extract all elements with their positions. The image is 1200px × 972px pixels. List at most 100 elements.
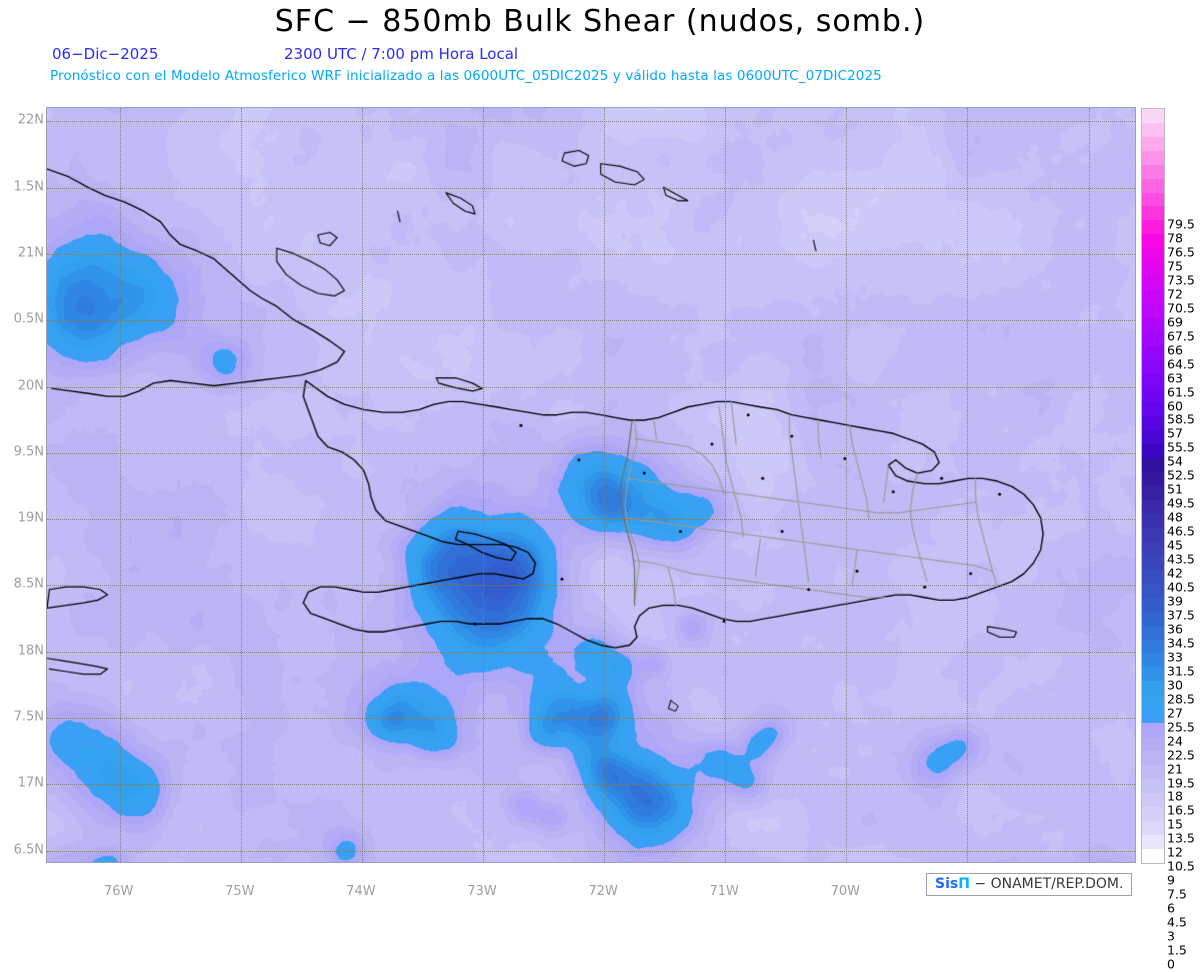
colorbar-swatch [1142, 611, 1164, 626]
latitude-tick-label: 8.5N [13, 576, 44, 592]
latitude-tick-label: 6.5N [13, 842, 44, 858]
colorbar-swatch [1142, 681, 1164, 696]
colorbar-swatch [1142, 821, 1164, 836]
longitude-tick-label: 72W [588, 884, 618, 899]
colorbar-label: 73.5 [1167, 272, 1195, 288]
colorbar-swatch [1142, 527, 1164, 542]
colorbar-swatch [1142, 667, 1164, 682]
attribution-badge: SisΠ − ONAMET/REP.DOM. [926, 873, 1133, 896]
colorbar-swatch [1142, 443, 1164, 458]
page-title: SFC − 850mb Bulk Shear (nudos, somb.) [274, 4, 926, 39]
colorbar-label: 42 [1167, 565, 1183, 581]
latitude-tick-label: 19N [17, 510, 44, 526]
colorbar-label: 40.5 [1167, 579, 1195, 595]
latitude-tick-label: 21N [17, 245, 44, 261]
colorbar-label: 30 [1167, 677, 1183, 693]
colorbar-label: 10.5 [1167, 858, 1195, 874]
colorbar-label: 25.5 [1167, 719, 1195, 735]
colorbar-label: 39 [1167, 593, 1183, 609]
colorbar-label: 61.5 [1167, 384, 1195, 400]
colorbar-swatch [1142, 276, 1164, 291]
latitude-tick-label: 0.5N [13, 311, 44, 327]
colorbar-swatch [1142, 164, 1164, 179]
colorbar-swatch [1142, 388, 1164, 403]
colorbar-label: 34.5 [1167, 635, 1195, 651]
model-description: Pronóstico con el Modelo Atmosferico WRF… [50, 68, 882, 84]
colorbar-swatch [1142, 220, 1164, 235]
longitude-tick-label: 73W [467, 884, 497, 899]
colorbar-swatch [1142, 555, 1164, 570]
colorbar-swatch [1142, 737, 1164, 752]
colorbar-label: 1.5 [1167, 942, 1187, 958]
colorbar-label: 31.5 [1167, 663, 1195, 679]
colorbar-swatch [1142, 513, 1164, 528]
colorbar-label: 63 [1167, 370, 1183, 386]
colorbar-label: 75 [1167, 258, 1183, 274]
colorbar-label: 72 [1167, 286, 1183, 302]
colorbar-label: 49.5 [1167, 495, 1195, 511]
colorbar-label: 18 [1167, 788, 1183, 804]
shear-colorbar [1141, 108, 1165, 864]
colorbar-swatch [1142, 807, 1164, 822]
colorbar-swatch [1142, 318, 1164, 333]
colorbar-swatch [1142, 234, 1164, 249]
colorbar-swatch [1142, 360, 1164, 375]
colorbar-swatch [1142, 723, 1164, 738]
latitude-tick-label: 1.5N [13, 179, 44, 195]
colorbar-label: 19.5 [1167, 775, 1195, 790]
colorbar-label: 3 [1167, 928, 1175, 944]
colorbar-label: 76.5 [1167, 244, 1195, 260]
colorbar-swatch [1142, 709, 1164, 724]
colorbar-label: 7.5 [1167, 886, 1187, 902]
colorbar-swatch [1142, 485, 1164, 500]
longitude-tick-label: 70W [830, 884, 861, 899]
colorbar-label: 69 [1167, 314, 1183, 330]
colorbar-swatch [1142, 751, 1164, 766]
attribution-sis: Sis [935, 876, 959, 892]
colorbar-label: 15 [1167, 816, 1183, 832]
colorbar-label: 13.5 [1167, 830, 1195, 846]
colorbar-label: 16.5 [1167, 802, 1195, 818]
colorbar-swatch [1142, 332, 1164, 347]
colorbar-swatch [1142, 346, 1164, 361]
colorbar-swatch [1142, 653, 1164, 668]
colorbar-label: 67.5 [1167, 328, 1195, 344]
colorbar-label: 12 [1167, 844, 1183, 860]
forecast-time: 2300 UTC / 7:00 pm Hora Local [284, 45, 519, 63]
colorbar-label: 66 [1167, 342, 1183, 358]
latitude-tick-label: 20N [17, 378, 44, 394]
colorbar-label: 79.5 [1167, 216, 1195, 232]
colorbar-label: 70.5 [1167, 300, 1195, 316]
colorbar-label: 55.5 [1167, 439, 1195, 455]
latitude-tick-label: 9.5N [13, 444, 44, 460]
colorbar-swatch [1142, 248, 1164, 263]
colorbar-label: 57 [1167, 425, 1183, 441]
colorbar-swatch [1142, 150, 1164, 165]
colorbar-swatch [1142, 108, 1164, 123]
latitude-tick-label: 22N [17, 112, 44, 128]
colorbar-label: 4.5 [1167, 914, 1187, 930]
colorbar-label: 52.5 [1167, 467, 1195, 483]
colorbar-label: 9 [1167, 872, 1175, 888]
colorbar-label: 54 [1167, 453, 1183, 469]
colorbar-swatch [1142, 429, 1164, 444]
colorbar-swatch [1142, 416, 1164, 430]
colorbar-label: 24 [1167, 733, 1183, 749]
colorbar-swatch [1142, 779, 1164, 794]
colorbar-label: 33 [1167, 649, 1183, 665]
colorbar-label: 37.5 [1167, 607, 1195, 623]
colorbar-swatch [1142, 136, 1164, 151]
subtitle-row: 06−Dic−2025 2300 UTC / 7:00 pm Hora Local [52, 45, 1152, 63]
colorbar-swatch [1142, 695, 1164, 710]
attribution-organization: − ONAMET/REP.DOM. [974, 876, 1124, 892]
latitude-tick-label: 7.5N [13, 709, 44, 725]
colorbar-swatch [1142, 625, 1164, 640]
attribution-pi-symbol: Π [958, 876, 970, 892]
longitude-tick-label: 76W [103, 884, 134, 899]
colorbar-swatch [1142, 499, 1164, 514]
colorbar-swatch [1142, 290, 1164, 305]
colorbar-label: 78 [1167, 230, 1183, 246]
colorbar-swatch [1142, 206, 1164, 221]
colorbar-label: 36 [1167, 621, 1183, 637]
latitude-tick-label: 17N [17, 775, 44, 791]
